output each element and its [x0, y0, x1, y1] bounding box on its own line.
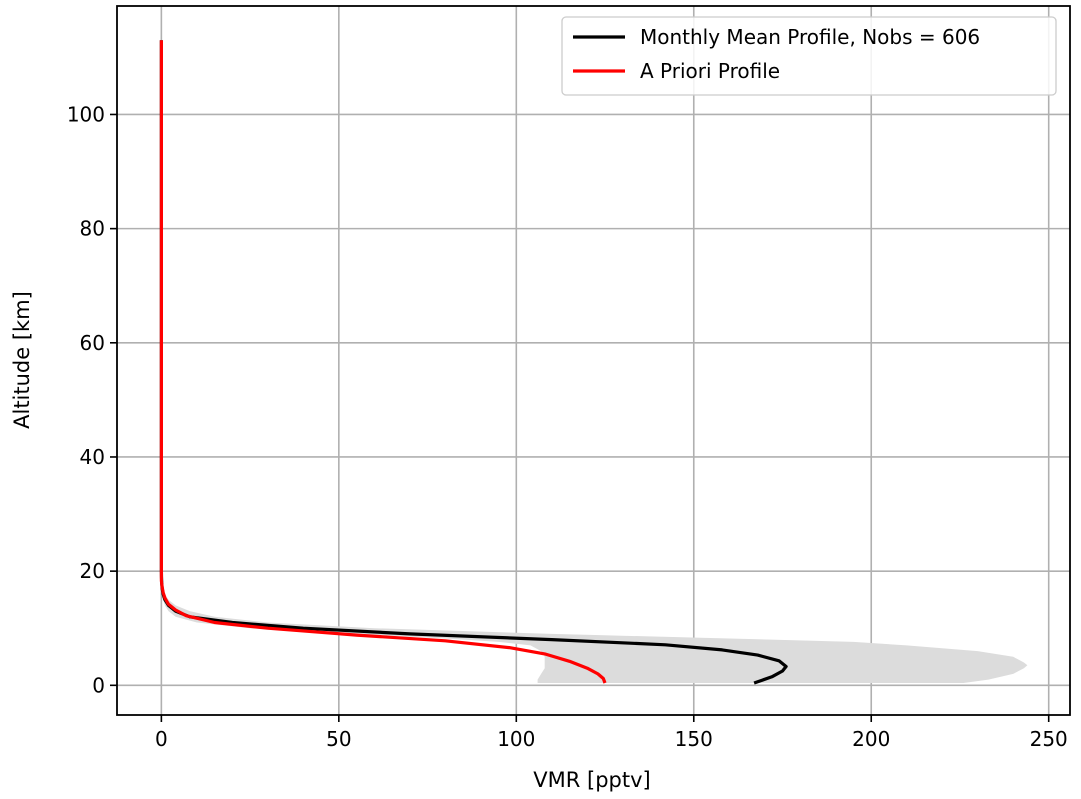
x-tick-label: 150 — [675, 727, 713, 751]
y-tick-label: 100 — [67, 102, 105, 126]
series-line-monthly-mean — [159, 40, 788, 685]
y-tick-label: 0 — [92, 673, 105, 697]
x-axis-title: VMR [pptv] — [533, 768, 650, 792]
x-tick-label: 200 — [852, 727, 890, 751]
x-tick-label: 50 — [326, 727, 351, 751]
axes-layer — [116, 5, 1071, 716]
y-tick-label: 60 — [80, 331, 105, 355]
grid-layer — [117, 6, 1070, 715]
x-tick-label: 0 — [155, 727, 168, 751]
y-tick-label: 40 — [80, 445, 105, 469]
x-tick-label: 100 — [497, 727, 535, 751]
uncertainty-band-layer — [161, 582, 1028, 683]
legend: Monthly Mean Profile, Nobs = 606 A Prior… — [561, 16, 1057, 96]
y-axis-title: Altitude [km] — [10, 291, 34, 429]
x-tick-label: 250 — [1030, 727, 1068, 751]
legend-label-mean: Monthly Mean Profile, Nobs = 606 — [640, 25, 980, 49]
uncertainty-band — [161, 582, 1028, 683]
y-tick-label: 80 — [80, 217, 105, 241]
legend-label-apriori: A Priori Profile — [640, 59, 780, 83]
y-tick-label: 20 — [80, 559, 105, 583]
series-line-a-priori — [159, 40, 607, 684]
legend-box — [561, 16, 1057, 96]
plot-frame — [116, 5, 1071, 716]
series-layer — [159, 40, 788, 685]
ticks-layer: 0 50 100 150 200 250 0 20 40 60 80 100 — [67, 102, 1068, 751]
